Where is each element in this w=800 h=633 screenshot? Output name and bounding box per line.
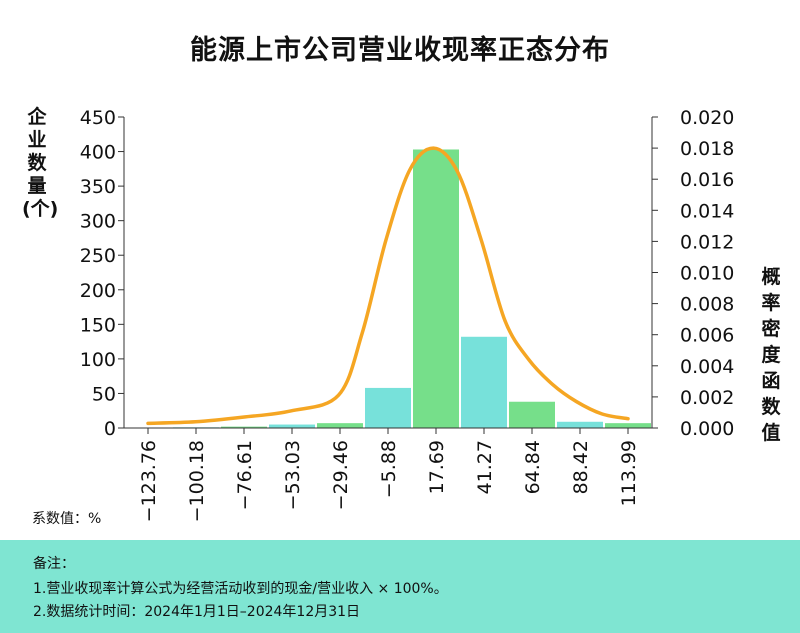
y-axis-label-right-text: 概率密度函数值 xyxy=(761,266,781,444)
bars-group xyxy=(173,149,651,428)
bar xyxy=(557,421,603,428)
footer-note-1: 1.营业收现率计算公式为经营活动收到的现金/营业收入 × 100%。 xyxy=(33,581,448,597)
bar xyxy=(461,336,507,428)
bar xyxy=(221,426,267,428)
y-tick-label-right: 0.000 xyxy=(680,418,734,440)
y-tick-label-left: 50 xyxy=(92,383,116,405)
y-tick-label-left: 350 xyxy=(80,176,116,198)
density-curve xyxy=(146,146,630,426)
y-tick-label-left: 150 xyxy=(80,314,116,336)
curve-group xyxy=(146,146,630,426)
y-tick-label-left: 300 xyxy=(80,211,116,233)
y-tick-label-left: 200 xyxy=(80,280,116,302)
y-tick-label-right: 0.010 xyxy=(680,263,734,285)
x-tick-label: 88.42 xyxy=(570,440,592,494)
y-tick-label-right: 0.004 xyxy=(680,356,734,378)
y-tick-label-right: 0.002 xyxy=(680,387,734,409)
distribution-chart: 0 50 100 150 200 250 300 350 400 450 0.000 0.002 0.0… xyxy=(80,107,735,522)
y-tick-label-right: 0.018 xyxy=(680,138,734,160)
chart-title: 能源上市公司营业收现率正态分布 xyxy=(190,35,610,66)
x-tick-label: 113.99 xyxy=(618,440,640,506)
unit-label: 系数值：% xyxy=(32,511,102,527)
y-tick-label-right: 0.016 xyxy=(680,169,734,191)
y-axis-label-left-text: 企业数量(个) xyxy=(22,106,59,220)
bar xyxy=(317,423,363,428)
bar xyxy=(269,424,315,428)
bar xyxy=(509,401,555,428)
y-tick-label-left: 400 xyxy=(80,142,116,164)
footer-note-2: 2.数据统计时间：2024年1月1日–2024年12月31日 xyxy=(33,604,361,620)
x-tick-label: 17.69 xyxy=(426,440,448,494)
footer-heading: 备注： xyxy=(33,556,75,572)
x-tick-label: −123.76 xyxy=(138,440,160,522)
bar xyxy=(605,423,651,428)
y-tick-label-left: 100 xyxy=(80,349,116,371)
y-tick-label-right: 0.008 xyxy=(680,294,734,316)
x-tick-label: −53.03 xyxy=(282,440,304,510)
y-tick-label-right: 0.006 xyxy=(680,325,734,347)
x-tick-label: 64.84 xyxy=(522,440,544,494)
y-axis-label-left: 企业数量(个) xyxy=(22,106,59,221)
x-tick-label: −29.46 xyxy=(330,440,352,510)
x-tick-label: −100.18 xyxy=(186,440,208,522)
y-tick-label-right: 0.012 xyxy=(680,231,734,253)
bar xyxy=(413,149,459,428)
x-tick-label: −76.61 xyxy=(234,440,256,510)
y-tick-label-right: 0.020 xyxy=(680,107,734,129)
footer-notes: 备注： 1.营业收现率计算公式为经营活动收到的现金/营业收入 × 100%。 2… xyxy=(0,540,800,633)
y-tick-label-left: 450 xyxy=(80,107,116,129)
bar xyxy=(365,387,411,428)
x-tick-label: −5.88 xyxy=(378,440,400,498)
y-tick-label-right: 0.014 xyxy=(680,200,734,222)
axes-group: 0 50 100 150 200 250 300 350 400 450 0.000 0.002 0.0… xyxy=(80,107,735,522)
y-axis-label-right: 概率密度函数值 xyxy=(756,264,786,446)
y-tick-label-left: 250 xyxy=(80,245,116,267)
x-tick-label: 41.27 xyxy=(474,440,496,494)
y-tick-label-left: 0 xyxy=(104,418,116,440)
